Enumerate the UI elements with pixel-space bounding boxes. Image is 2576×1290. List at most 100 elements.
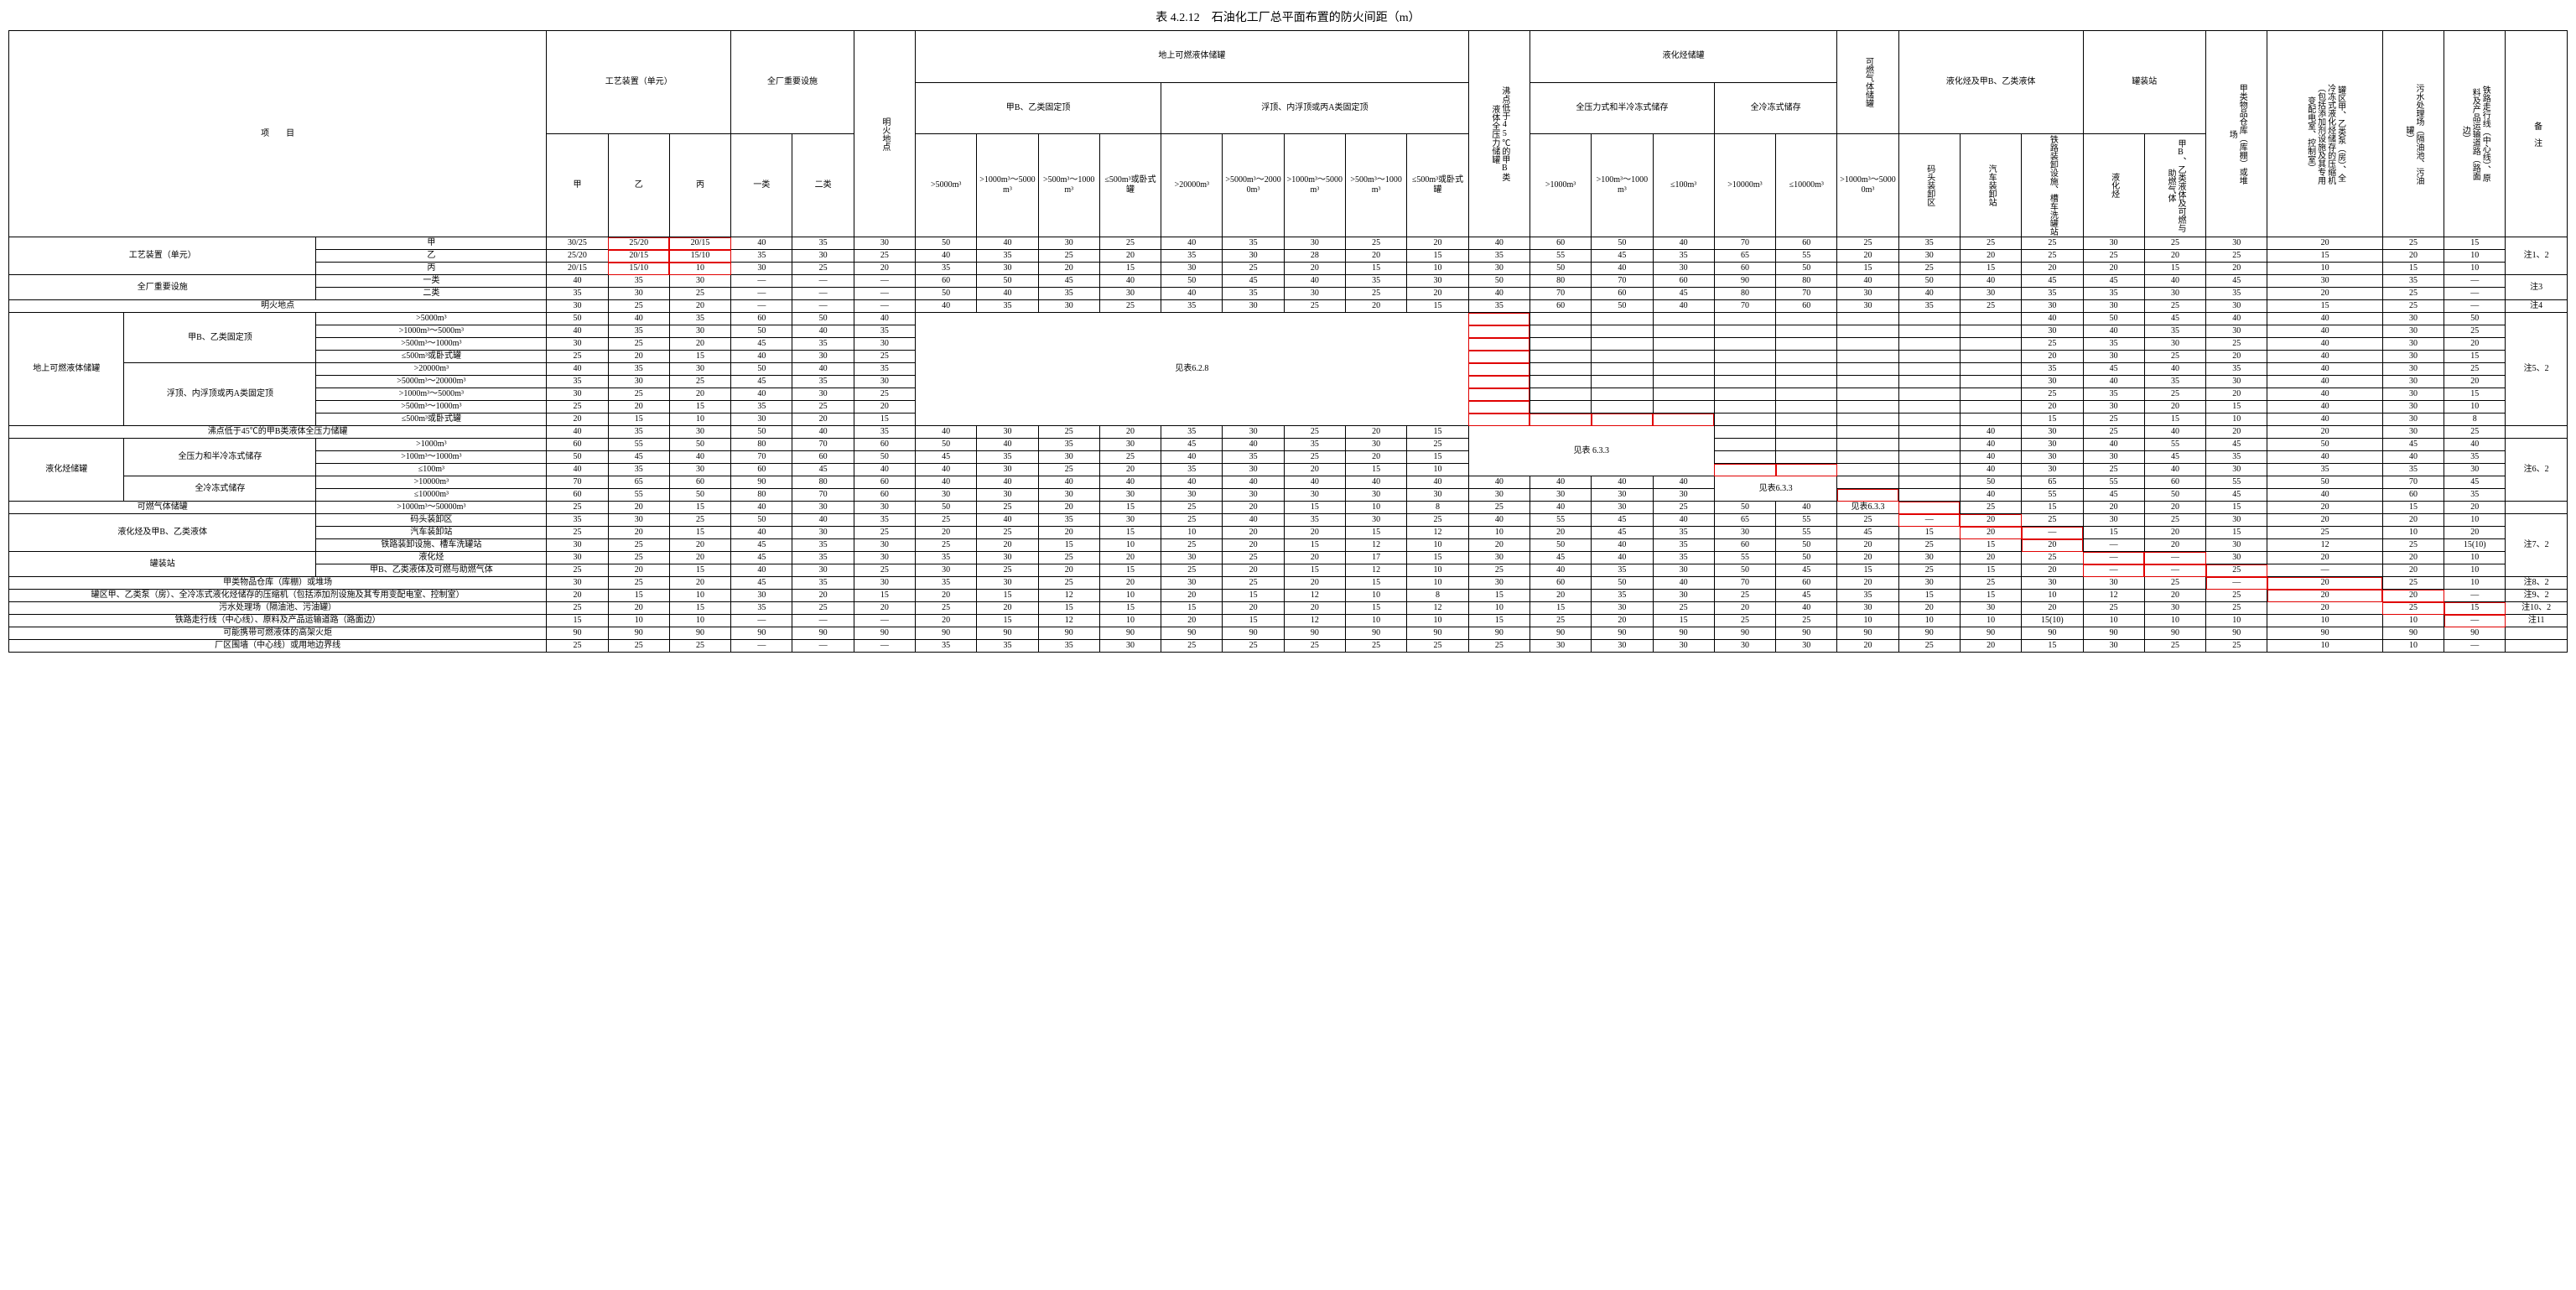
cell: 30 — [854, 338, 915, 351]
cell: 45 — [2144, 313, 2205, 325]
cell: 50 — [2444, 313, 2506, 325]
cell: 80 — [1714, 288, 1775, 300]
cell: 50 — [916, 502, 977, 514]
cell: 40 — [1284, 275, 1345, 288]
cell: 30 — [2083, 640, 2144, 653]
cell: 15 — [1099, 502, 1161, 514]
cell: 40 — [1161, 288, 1223, 300]
cell: 35 — [792, 237, 854, 250]
cell: 40 — [2083, 325, 2144, 338]
cell: 25 — [1161, 502, 1223, 514]
cell: 25 — [1038, 577, 1099, 590]
cell: 15 — [1223, 590, 1284, 602]
cell: 40 — [792, 514, 854, 527]
cell: 35 — [1038, 640, 1099, 653]
cell: 30 — [2382, 351, 2444, 363]
cell: 30 — [1898, 552, 1960, 564]
cell: 50 — [2083, 313, 2144, 325]
cell: 10 — [2382, 615, 2444, 627]
cell: 35 — [1653, 250, 1714, 263]
cell: 25 — [854, 351, 915, 363]
cell: 10 — [1161, 527, 1223, 539]
cell — [1776, 376, 1837, 388]
cell — [1468, 325, 1530, 338]
cell — [1468, 376, 1530, 388]
h-g3: 铁路装卸设施、槽车洗罐站 — [2022, 134, 2083, 237]
cell: 20 — [1223, 527, 1284, 539]
cell: 25 — [669, 514, 730, 527]
cell: 30 — [547, 539, 608, 552]
cell: 20 — [1530, 527, 1591, 539]
cell: 12 — [1038, 615, 1099, 627]
cell — [1898, 401, 1960, 414]
cell: — — [731, 275, 792, 288]
cell: 50 — [916, 439, 977, 451]
cell: 25 — [1960, 577, 2021, 590]
cell: 25 — [1223, 552, 1284, 564]
cell: 30 — [669, 464, 730, 476]
cell: 60 — [1776, 237, 1837, 250]
cell — [1592, 325, 1653, 338]
cell: 20 — [2144, 502, 2205, 514]
cell: 15 — [2444, 388, 2506, 401]
cell: 40 — [2267, 376, 2382, 388]
cell: 30 — [1223, 489, 1284, 502]
h-fuding: 浮顶、内浮顶或丙A类固定顶 — [1161, 82, 1469, 134]
cell: 35 — [916, 640, 977, 653]
cell: 50 — [1960, 476, 2021, 489]
cell: 40 — [792, 426, 854, 439]
cell: 30 — [1530, 640, 1591, 653]
cell: 55 — [1776, 514, 1837, 527]
cell: 40 — [1468, 237, 1530, 250]
cell — [1898, 414, 1960, 426]
h-yehua: 液化烃储罐 — [1530, 31, 1836, 83]
cell: 10 — [669, 263, 730, 275]
cell: 40 — [731, 564, 792, 577]
cell: 40 — [2267, 351, 2382, 363]
cell: 30 — [2022, 577, 2083, 590]
cell: 40 — [1161, 476, 1223, 489]
cell: 15 — [1468, 590, 1530, 602]
cell: 25 — [2022, 514, 2083, 527]
cell: — — [854, 275, 915, 288]
cell: 25 — [916, 514, 977, 527]
cell: 25 — [1468, 640, 1530, 653]
cell: 12 — [1038, 590, 1099, 602]
cell: 35 — [547, 376, 608, 388]
cell: 20 — [2267, 514, 2382, 527]
cell: 25 — [2083, 426, 2144, 439]
cell: 12 — [1284, 615, 1345, 627]
cell: 30 — [2022, 451, 2083, 464]
cell: 20 — [2206, 426, 2267, 439]
cell: 50 — [2267, 476, 2382, 489]
cell: 90 — [1898, 627, 1960, 640]
cell: 15 — [1223, 615, 1284, 627]
cell: 40 — [731, 527, 792, 539]
cell: 35 — [608, 363, 669, 376]
cell: 20 — [2144, 401, 2205, 414]
cell: 30 — [2022, 376, 2083, 388]
cell — [1592, 401, 1653, 414]
cell: 50 — [1776, 539, 1837, 552]
cell: 20 — [2444, 376, 2506, 388]
cell: 25 — [977, 502, 1038, 514]
cell: 40 — [977, 439, 1038, 451]
cell: 15 — [977, 615, 1038, 627]
cell: 35 — [2022, 363, 2083, 376]
cell: 35 — [1468, 300, 1530, 313]
cell: 25 — [2083, 602, 2144, 615]
cell — [1714, 363, 1775, 376]
cell: 15 — [2444, 237, 2506, 250]
cell: 30 — [792, 351, 854, 363]
cell: 35 — [2083, 288, 2144, 300]
cell — [1776, 451, 1837, 464]
cell: 25 — [792, 401, 854, 414]
cell: 40 — [2267, 388, 2382, 401]
cell: 25 — [916, 602, 977, 615]
cell: — — [792, 288, 854, 300]
cell: 20 — [608, 401, 669, 414]
cell: — — [2083, 539, 2144, 552]
cell: 30 — [2144, 338, 2205, 351]
cell: 30 — [547, 338, 608, 351]
cell: 10 — [2444, 263, 2506, 275]
